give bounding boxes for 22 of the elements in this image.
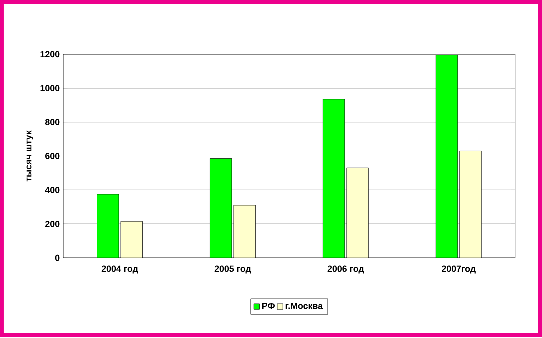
y-tick-label: 400 <box>45 187 60 194</box>
legend-label: РФ <box>262 303 276 310</box>
bar <box>460 151 482 258</box>
y-tick-label: 800 <box>45 119 60 126</box>
x-tick-label: 2005 год <box>214 266 252 274</box>
x-tick-label: 2004 год <box>102 266 138 274</box>
y-tick-label: 1000 <box>40 85 60 92</box>
y-axis-title: тысяч штук <box>26 130 34 182</box>
bar <box>346 168 369 258</box>
bar <box>436 55 458 258</box>
legend-label: г.Москва <box>286 303 324 310</box>
y-tick-label: 0 <box>55 255 60 262</box>
x-tick-label: 2006 год <box>328 266 364 274</box>
bar <box>120 222 143 258</box>
x-tick-label: 2007год <box>442 266 476 274</box>
y-tick-label: 600 <box>46 153 60 160</box>
bar <box>234 206 256 258</box>
bar <box>97 194 120 258</box>
bar <box>210 158 232 258</box>
y-tick-label: 1200 <box>40 52 60 58</box>
bar <box>322 99 346 258</box>
y-tick-label: 200 <box>46 221 60 228</box>
